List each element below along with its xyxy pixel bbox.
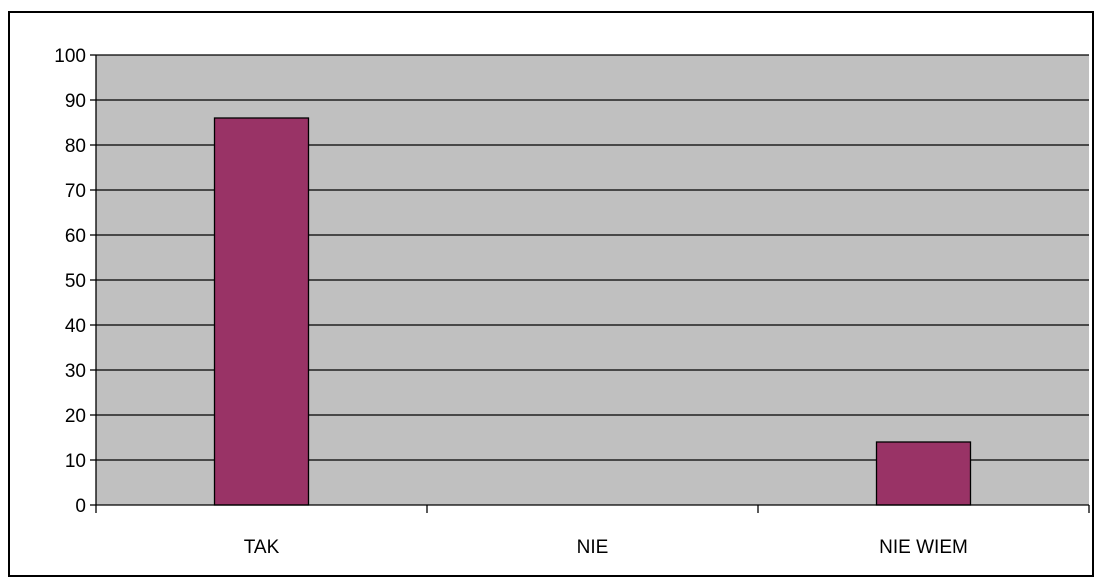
bar-nie-wiem (875, 441, 972, 506)
x-axis-ticks: TAK NIE NIE WIEM (95, 505, 1090, 558)
y-tick-label: 0 (75, 496, 86, 517)
y-tick-label: 10 (65, 451, 86, 472)
y-tick-label: 80 (65, 136, 86, 157)
y-tick-label: 30 (65, 361, 86, 382)
y-tick-label: 50 (65, 271, 86, 292)
x-tick-label: NIE WIEM (879, 537, 968, 558)
x-tick-label: TAK (244, 537, 280, 558)
bar-tak (213, 117, 310, 506)
y-tick-label: 40 (65, 316, 86, 337)
bars (213, 117, 972, 506)
x-tick-label: NIE (577, 537, 609, 558)
y-tick-label: 20 (65, 406, 86, 427)
y-axis-ticks: 0 10 20 30 40 50 60 70 80 90 100 (54, 46, 96, 517)
y-tick-label: 90 (65, 91, 86, 112)
y-tick-label: 100 (54, 46, 86, 67)
y-tick-label: 60 (65, 226, 86, 247)
y-tick-label: 70 (65, 181, 86, 202)
